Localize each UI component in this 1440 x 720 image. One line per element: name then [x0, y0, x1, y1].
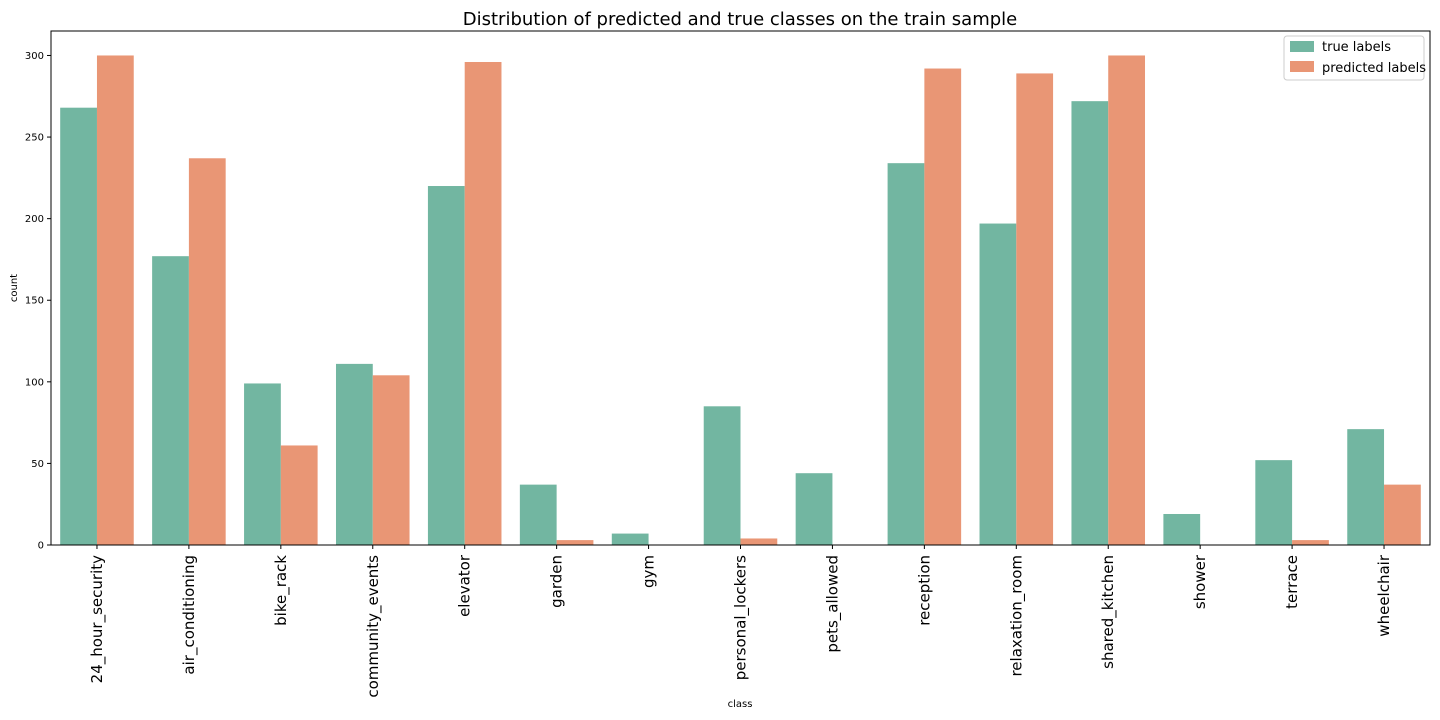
- x-tick-label-24-hour-security: 24_hour_security: [88, 555, 107, 683]
- bar-true-labels-relaxation-room: [979, 223, 1017, 546]
- bar-predicted-labels-terrace: [1292, 540, 1329, 545]
- bar-true-labels-24-hour-security: [60, 107, 97, 545]
- legend-box: [1283, 35, 1425, 81]
- bar-true-labels-wheelchair: [1347, 429, 1385, 545]
- y-tick-label: 50: [31, 459, 44, 470]
- bar-true-labels-shared-kitchen: [1071, 101, 1109, 546]
- x-tick-label-community-events: community_events: [364, 555, 383, 698]
- x-tick-label-relaxation-room: relaxation_room: [1007, 555, 1026, 677]
- bar-predicted-labels-shared-kitchen: [1108, 55, 1146, 545]
- x-tick-label-shower: shower: [1191, 554, 1209, 609]
- x-tick-label-personal-lockers: personal_lockers: [732, 555, 751, 680]
- bar-predicted-labels-garden: [556, 540, 594, 545]
- x-tick-label-gym: gym: [640, 555, 658, 588]
- y-tick-label: 150: [25, 296, 44, 307]
- bar-predicted-labels-personal-lockers: [740, 538, 778, 545]
- x-tick-label-bike-rack: bike_rack: [272, 555, 291, 626]
- legend-label-true-labels: true labels: [1322, 40, 1391, 55]
- bar-predicted-labels-air-conditioning: [188, 158, 226, 545]
- bar-true-labels-gym: [611, 533, 649, 545]
- x-tick-label-terrace: terrace: [1283, 555, 1301, 609]
- bars-layer: [60, 55, 1421, 546]
- x-tick-label-wheelchair: wheelchair: [1375, 554, 1393, 637]
- legend-swatch-predicted-labels: [1290, 61, 1314, 72]
- y-tick-label: 200: [25, 214, 44, 225]
- y-tick-label: 300: [25, 51, 44, 62]
- chart-title: Distribution of predicted and true class…: [463, 9, 1017, 30]
- bar-predicted-labels-relaxation-room: [1016, 73, 1054, 545]
- bar-true-labels-terrace: [1255, 460, 1293, 545]
- bar-true-labels-pets-allowed: [795, 473, 833, 545]
- bar-true-labels-community-events: [335, 363, 373, 545]
- bar-true-labels-personal-lockers: [703, 406, 741, 545]
- x-tick-label-shared-kitchen: shared_kitchen: [1099, 555, 1118, 669]
- x-axis-label: class: [728, 699, 753, 710]
- y-axis-label: count: [9, 274, 20, 302]
- y-tick-label: 250: [25, 133, 44, 144]
- bar-predicted-labels-24-hour-security: [96, 55, 134, 545]
- x-tick-label-air-conditioning: air_conditioning: [180, 555, 199, 675]
- bar-true-labels-elevator: [427, 186, 465, 545]
- x-tick-label-reception: reception: [915, 555, 933, 626]
- x-axis: 24_hour_security air_conditioning bike_rac…: [88, 545, 1393, 698]
- y-tick-label: 0: [38, 541, 44, 552]
- x-tick-label-garden: garden: [548, 555, 566, 608]
- legend: true labels predicted labels: [1283, 35, 1426, 81]
- bar-predicted-labels-bike-rack: [280, 445, 318, 545]
- bar-true-labels-shower: [1163, 513, 1201, 545]
- bar-true-labels-bike-rack: [244, 383, 281, 545]
- legend-label-predicted-labels: predicted labels: [1322, 61, 1426, 76]
- x-tick-label-pets-allowed: pets_allowed: [823, 555, 842, 653]
- y-tick-label: 100: [25, 377, 44, 388]
- bar-true-labels-air-conditioning: [152, 256, 189, 545]
- bar-predicted-labels-reception: [924, 68, 962, 546]
- bar-true-labels-reception: [887, 163, 925, 545]
- bar-predicted-labels-wheelchair: [1384, 484, 1421, 545]
- bar-predicted-labels-elevator: [464, 62, 502, 545]
- x-tick-label-elevator: elevator: [456, 554, 474, 617]
- bar-predicted-labels-community-events: [372, 375, 410, 545]
- legend-swatch-true-labels: [1290, 41, 1314, 52]
- bar-true-labels-garden: [519, 484, 557, 545]
- y-axis: 0 50 100 150 200 250 300: [25, 51, 51, 552]
